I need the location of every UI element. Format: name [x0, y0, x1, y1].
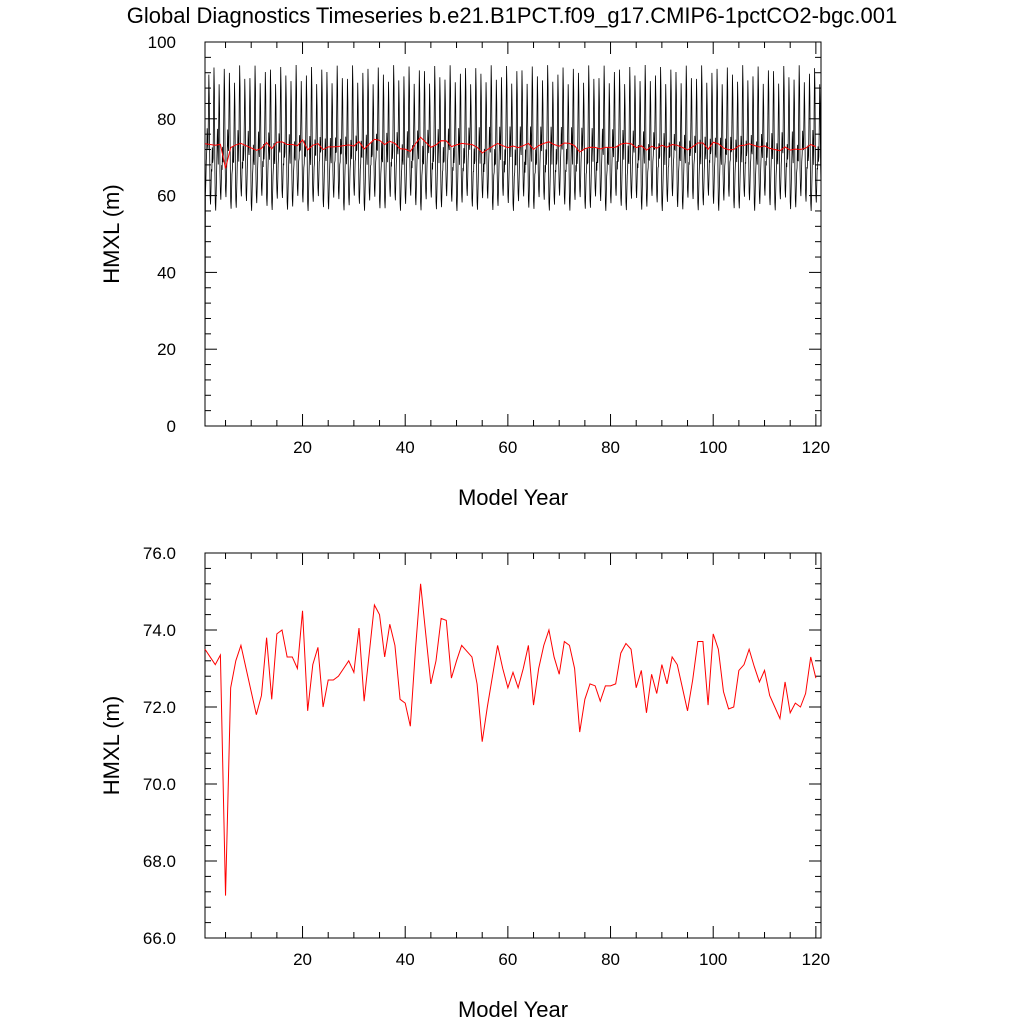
y-tick-label: 100: [148, 33, 176, 52]
y-tick-label: 74.0: [143, 621, 176, 640]
x-tick-label: 120: [802, 438, 830, 457]
x-tick-label: 60: [498, 950, 517, 969]
x-axis-title-top: Model Year: [458, 485, 568, 510]
y-tick-label: 60: [157, 187, 176, 206]
x-tick-labels-bottom: 20 40 60 80 100 120: [293, 950, 830, 969]
x-tick-label: 100: [699, 438, 727, 457]
x-tick-labels-top: 20 40 60 80 100 120: [293, 438, 830, 457]
series-line-annual-mean-bottom: [204, 583, 817, 896]
y-tick-label: 66.0: [143, 929, 176, 948]
x-tick-label: 60: [498, 438, 517, 457]
x-tick-label: 40: [396, 950, 415, 969]
y-tick-labels-top: 0 20 40 60 80 100: [148, 33, 176, 436]
tick-marks-top: [205, 41, 821, 427]
x-tick-label: 80: [601, 950, 620, 969]
series-line-annual-mean-top: [204, 136, 817, 169]
series-line-monthly-hmxl: [204, 65, 822, 427]
plot-frame-bottom: [204, 552, 822, 939]
y-tick-label: 40: [157, 263, 176, 282]
y-axis-title-bottom: HMXL (m): [99, 696, 124, 795]
y-tick-label: 80: [157, 110, 176, 129]
y-tick-label: 76.0: [143, 544, 176, 563]
x-tick-label: 40: [396, 438, 415, 457]
x-tick-label: 120: [802, 950, 830, 969]
plot-frame-top: [204, 41, 822, 427]
x-axis-title-bottom: Model Year: [458, 997, 568, 1022]
y-axis-title-top: HMXL (m): [99, 184, 124, 283]
chart-panel-annual: 20 40 60 80 100 120 66.068.070.072.074.076.0 …: [99, 544, 830, 1022]
y-tick-label: 0: [167, 417, 176, 436]
y-tick-labels-bottom: 66.0 68.0 70.0 72.0 74.0 76.0: [143, 544, 176, 948]
x-tick-label: 100: [699, 950, 727, 969]
y-tick-label: 68.0: [143, 852, 176, 871]
figure-title: Global Diagnostics Timeseries b.e21.B1PC…: [127, 3, 897, 28]
chart-panel-monthly: 20 40 60 80 100 120 0 20 40 60 80 100 Model Year H…: [99, 33, 830, 510]
y-tick-label: 70.0: [143, 775, 176, 794]
tick-marks-bottom: [205, 552, 821, 939]
y-tick-label: 72.0: [143, 698, 176, 717]
x-tick-label: 80: [601, 438, 620, 457]
x-tick-label: 20: [293, 950, 312, 969]
y-tick-label: 20: [157, 340, 176, 359]
x-tick-label: 20: [293, 438, 312, 457]
